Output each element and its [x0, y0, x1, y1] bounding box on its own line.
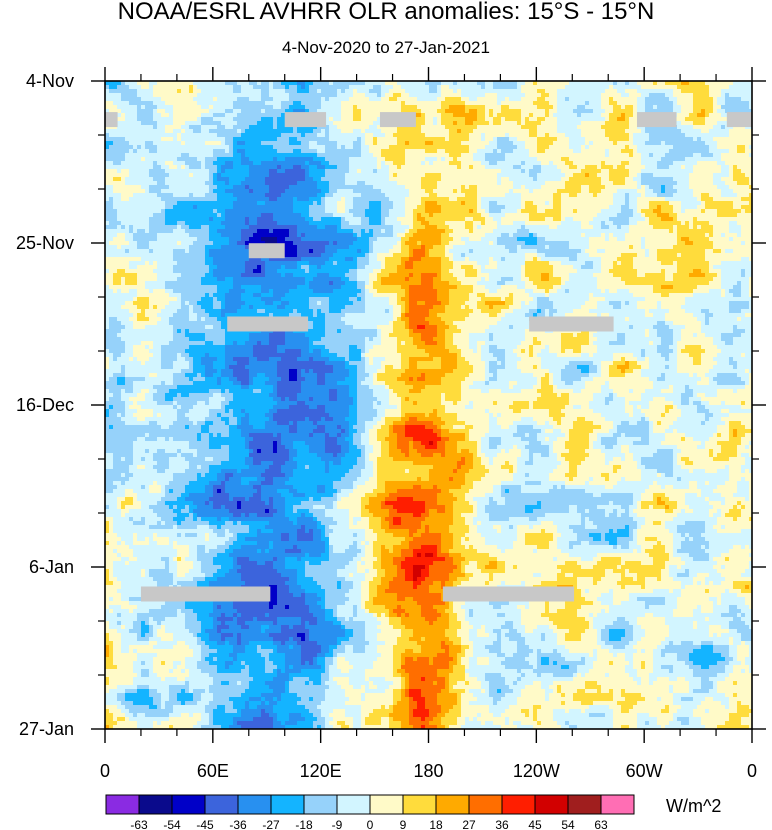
missing-data-bar — [636, 112, 677, 128]
colorbar-swatch — [600, 794, 635, 815]
olr-anomaly-field — [105, 81, 752, 729]
colorbar-level-label: 45 — [528, 818, 542, 830]
x-tick-label: 180 — [413, 761, 443, 781]
colorbar-swatch — [435, 794, 470, 815]
colorbar-level-label: -45 — [196, 818, 214, 830]
colorbar-swatch — [402, 794, 437, 815]
colorbar-swatch — [105, 794, 140, 815]
colorbar-level-label: -54 — [163, 818, 181, 830]
colorbar-level-label: 54 — [561, 818, 575, 830]
missing-data-bar — [529, 316, 614, 332]
colorbar-swatch — [270, 794, 305, 815]
chart-subtitle: 4-Nov-2020 to 27-Jan-2021 — [0, 38, 772, 58]
colorbar-level-label: 63 — [594, 818, 608, 830]
colorbar-swatch — [237, 794, 272, 815]
colorbar-level-label: -18 — [295, 818, 313, 830]
y-tick-label: 4-Nov — [26, 71, 74, 91]
y-tick-label: 16-Dec — [16, 395, 74, 415]
x-tick-label: 120E — [300, 761, 342, 781]
missing-data-bar — [442, 586, 575, 602]
colorbar-swatch — [369, 794, 404, 815]
colorbar-level-label: -9 — [332, 818, 343, 830]
colorbar-swatch — [336, 794, 371, 815]
x-tick-label: 120W — [513, 761, 560, 781]
chart-title: NOAA/ESRL AVHRR OLR anomalies: 15°S - 15… — [0, 0, 772, 26]
colorbar-level-label: 18 — [429, 818, 443, 830]
missing-data-bar — [227, 316, 309, 332]
y-tick-label: 27-Jan — [19, 719, 74, 739]
colorbar-level-label: -27 — [262, 818, 280, 830]
colorbar-swatch — [138, 794, 173, 815]
colorbar-swatch — [534, 794, 569, 815]
missing-data-layer — [105, 112, 752, 602]
missing-data-bar — [140, 586, 271, 602]
x-tick-label: 60W — [626, 761, 663, 781]
colorbar-level-label: 27 — [462, 818, 476, 830]
x-tick-label: 60E — [197, 761, 229, 781]
colorbar-level-label: 0 — [367, 818, 374, 830]
colorbar-level-label: 36 — [495, 818, 509, 830]
missing-data-bar — [248, 243, 285, 259]
colorbar: -63 -54 -45 -36 -27 -18 -9 0 9 18 27 36 45 54 63 — [105, 794, 635, 830]
colorbar-swatch — [468, 794, 503, 815]
colorbar-swatch — [171, 794, 206, 815]
axis-ticks: 4-Nov 25-Nov 16-Dec 6-Jan 27-Jan 0 60E 120E 180 1… — [16, 67, 766, 781]
colorbar-swatch — [303, 794, 338, 815]
colorbar-level-label: -36 — [229, 818, 247, 830]
x-tick-label: 0 — [100, 761, 110, 781]
missing-data-bar — [284, 112, 327, 128]
colorbar-units: W/m^2 — [666, 796, 721, 817]
y-tick-label: 6-Jan — [29, 557, 74, 577]
missing-data-bar — [379, 112, 416, 128]
x-tick-label: 0 — [747, 761, 757, 781]
colorbar-swatch — [501, 794, 536, 815]
colorbar-swatch — [204, 794, 239, 815]
y-tick-label: 25-Nov — [16, 233, 74, 253]
colorbar-level-label: 9 — [400, 818, 407, 830]
colorbar-level-label: -63 — [130, 818, 148, 830]
colorbar-swatch — [567, 794, 602, 815]
missing-data-bar — [726, 112, 752, 128]
missing-data-bar — [105, 112, 118, 128]
